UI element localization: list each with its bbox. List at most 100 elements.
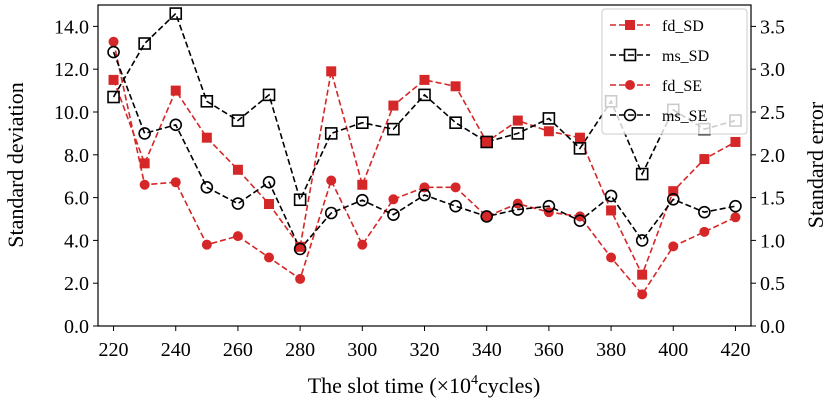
point-fd_SD xyxy=(357,179,368,190)
point-ms_SE xyxy=(356,193,369,207)
legend-entry-ms_SD: ms_SD xyxy=(610,48,709,65)
point-ms_SE xyxy=(480,210,493,223)
point-ms_SD xyxy=(356,116,369,129)
y-right-tick-label: 3.0 xyxy=(760,59,785,81)
x-tick-label: 280 xyxy=(285,339,315,361)
point-fd_SD xyxy=(637,269,648,280)
point-ms_SD xyxy=(449,116,462,129)
point-fd_SD xyxy=(201,132,212,143)
point-fd_SD xyxy=(388,100,399,111)
point-ms_SE xyxy=(387,208,400,222)
point-fd_SE xyxy=(450,182,461,193)
point-fd_SE xyxy=(730,212,741,223)
x-tick-label: 260 xyxy=(223,339,253,361)
point-fd_SD xyxy=(512,115,523,126)
x-tick-label: 360 xyxy=(534,339,564,361)
y-right-tick-label: 0.5 xyxy=(760,273,785,295)
point-ms_SE xyxy=(542,199,556,213)
legend-marker xyxy=(623,108,637,122)
y-left-tick-label: 12.0 xyxy=(54,59,89,81)
y-right-tick-label: 1.5 xyxy=(760,188,785,210)
y-left-tick-label: 14.0 xyxy=(54,16,89,38)
point-fd_SD xyxy=(606,205,617,216)
point-fd_SE xyxy=(574,211,585,222)
point-fd_SE xyxy=(481,211,492,222)
y-right-tick-label: 2.0 xyxy=(760,145,785,167)
point-fd_SE xyxy=(170,177,181,188)
point-fd_SD xyxy=(450,81,461,92)
x-axis-label: The slot time (×104cycles) xyxy=(308,373,541,398)
point-fd_SD xyxy=(295,241,306,252)
point-ms_SE xyxy=(511,203,525,216)
x-tick-label: 420 xyxy=(720,339,750,361)
x-tick-label: 300 xyxy=(347,339,377,361)
legend-label: ms_SE xyxy=(662,108,707,125)
point-ms_SD xyxy=(262,88,276,102)
point-fd_SE xyxy=(232,231,243,242)
point-fd_SE xyxy=(326,175,337,186)
legend-entry-ms_SE: ms_SE xyxy=(610,108,707,125)
y-axis-label-right: Standard error xyxy=(803,101,828,228)
point-ms_SD xyxy=(138,37,151,50)
point-ms_SD xyxy=(480,135,493,149)
series-line-fd_SD xyxy=(112,71,736,277)
y-left-tick-label: 0.0 xyxy=(64,316,89,338)
y-left-tick-label: 10.0 xyxy=(54,102,89,124)
point-ms_SD xyxy=(635,167,649,181)
x-tick-label: 380 xyxy=(596,339,626,361)
point-ms_SE xyxy=(262,175,276,189)
point-ms_SD xyxy=(293,193,307,207)
legend-entry-fd_SD: fd_SD xyxy=(610,18,704,35)
series-line-ms_SD xyxy=(112,12,736,202)
point-fd_SD xyxy=(543,126,554,137)
point-ms_SD xyxy=(231,114,245,127)
point-ms_SE xyxy=(138,127,151,140)
y-right-tick-label: 3.5 xyxy=(760,16,785,38)
point-ms_SE xyxy=(604,189,618,203)
point-fd_SE xyxy=(388,194,399,205)
point-fd_SE xyxy=(108,36,119,47)
point-ms_SE xyxy=(418,188,431,202)
point-fd_SD xyxy=(232,164,243,175)
legend-items: fd_SD ms_SD fd_SE ms_SE xyxy=(610,18,709,125)
point-ms_SE xyxy=(200,181,214,194)
x-axis-label-prefix: The slot time (×10 xyxy=(308,373,471,398)
x-tick-label: 220 xyxy=(99,339,129,361)
point-fd_SD xyxy=(326,66,337,77)
x-axis-label-suffix: cycles) xyxy=(478,373,540,398)
x-axis-label-exponent: 4 xyxy=(471,373,478,388)
point-ms_SD xyxy=(418,88,431,102)
y-right-tick-label: 0.0 xyxy=(760,316,785,338)
point-ms_SE xyxy=(107,45,120,59)
legend-entry-fd_SE: fd_SE xyxy=(610,78,702,95)
point-ms_SD xyxy=(107,90,120,104)
y-axis-label-left: Standard deviation xyxy=(3,82,28,248)
point-ms_SE xyxy=(729,199,742,213)
point-ms_SE xyxy=(449,199,462,213)
point-ms_SE xyxy=(324,206,338,220)
point-fd_SE xyxy=(699,226,710,237)
point-fd_SD xyxy=(108,74,119,85)
point-fd_SD xyxy=(730,136,741,147)
point-ms_SE xyxy=(293,242,307,256)
legend-marker xyxy=(625,20,635,30)
point-fd_SD xyxy=(139,158,150,169)
legend-label: fd_SD xyxy=(662,18,704,35)
legend-marker xyxy=(623,48,637,62)
point-ms_SE xyxy=(635,234,649,247)
x-tick-label: 240 xyxy=(161,339,191,361)
point-ms_SE xyxy=(666,193,680,206)
point-ms_SE xyxy=(231,197,245,210)
legend: fd_SD ms_SD fd_SE ms_SE xyxy=(601,8,748,135)
point-ms_SD xyxy=(387,122,400,136)
y-right-tick-label: 1.0 xyxy=(760,230,785,252)
point-fd_SE xyxy=(139,179,150,190)
legend-box xyxy=(601,8,748,135)
y-left-tick-label: 6.0 xyxy=(64,188,89,210)
point-ms_SD xyxy=(573,142,587,155)
point-ms_SE xyxy=(698,205,711,219)
x-tick-label: 340 xyxy=(472,339,502,361)
point-ms_SD xyxy=(169,7,183,20)
point-fd_SD xyxy=(264,199,275,210)
